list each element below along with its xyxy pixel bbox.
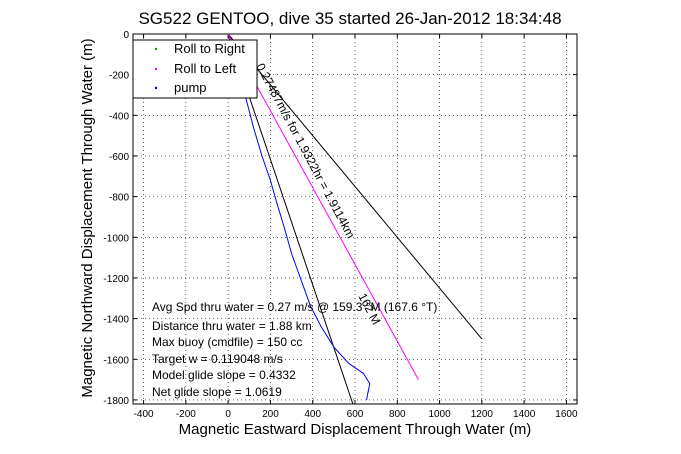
y-tick-label: -1800 [103, 396, 129, 407]
y-axis: -1800 -1600 -1400 -1200 -1000 -800 -600 -400 -20… [103, 30, 577, 407]
series-line-track [227, 33, 419, 380]
grid [133, 33, 577, 404]
y-tick-label: -1200 [103, 274, 129, 285]
legend-entry-roll-left: Roll to Left [174, 61, 237, 76]
stats-line: Model glide slope = 0.4332 [152, 368, 296, 382]
y-tick-label: -600 [109, 152, 129, 163]
stats-line: Avg Spd thru water = 0.27 m/s @ 159.3 °M… [152, 300, 437, 314]
x-tick-label: 1600 [555, 409, 578, 420]
stats-line: Net glide slope = 1.0619 [152, 385, 282, 399]
x-tick-label: 800 [389, 409, 406, 420]
stats-line: Target w = 0.119048 m/s [152, 352, 283, 366]
x-tick-label: -400 [134, 409, 154, 420]
legend: Roll to Right Roll to Left pump [132, 39, 258, 99]
x-axis-label: Magnetic Eastward Displacement Through W… [179, 421, 532, 438]
legend-marker-pump [154, 86, 158, 90]
x-tick-label: 400 [304, 409, 321, 420]
x-tick-label: 600 [347, 409, 364, 420]
stats-line: Max buoy (cmdfile) = 150 cc [152, 335, 302, 349]
heading-annotation: 0.27487m/s for 1.9322hr = 1.9114km [253, 61, 357, 241]
x-tick-label: 1400 [513, 409, 536, 420]
y-tick-label: -400 [109, 111, 129, 122]
legend-entry-roll-right: Roll to Right [174, 41, 245, 56]
y-axis-label: Magnetic Northward Displacement Through … [79, 38, 96, 397]
x-tick-label: -200 [176, 409, 196, 420]
y-tick-label: -1000 [103, 233, 129, 244]
y-tick-label: 0 [123, 30, 129, 41]
x-tick-label: 0 [225, 409, 231, 420]
legend-marker-roll-left [154, 67, 158, 71]
legend-entry-pump: pump [174, 80, 207, 95]
chart-title: SG522 GENTOO, dive 35 started 26-Jan-201… [138, 9, 561, 28]
y-tick-label: -800 [109, 193, 129, 204]
x-tick-label: 1000 [428, 409, 451, 420]
x-tick-label: 200 [262, 409, 279, 420]
legend-marker-roll-right [154, 47, 158, 51]
x-tick-label: 1200 [471, 409, 494, 420]
y-tick-label: -1400 [103, 315, 129, 326]
series-line-track [227, 39, 371, 401]
y-tick-label: -200 [109, 71, 129, 82]
y-tick-label: -1600 [103, 355, 129, 366]
stats-line: Distance thru water = 1.88 km [152, 319, 312, 333]
envelope-line [227, 33, 483, 340]
x-axis: -400 -200 0 200 400 600 800 1000 1200 1400 1600 [134, 34, 578, 420]
stats-block: Avg Spd thru water = 0.27 m/s @ 159.3 °M… [152, 300, 437, 399]
legend-box [132, 39, 258, 99]
